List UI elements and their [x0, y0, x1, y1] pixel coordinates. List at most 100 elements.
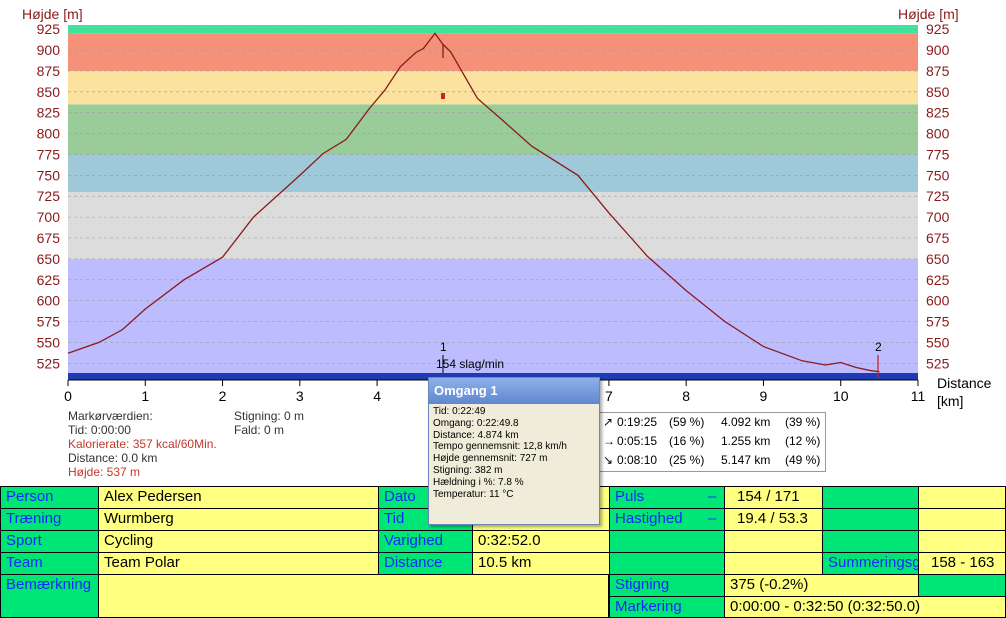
- y-axis-label-left: Højde [m]: [22, 6, 83, 22]
- distance-value[interactable]: 10.5 km: [472, 552, 610, 575]
- y-tick-label: 550: [37, 334, 61, 350]
- empty-cell: [918, 486, 1006, 509]
- y-tick-label: 700: [37, 209, 61, 225]
- summering-label: Summeringsg: [822, 552, 919, 575]
- popup-line: Temperatur: 11 °C: [433, 488, 514, 500]
- popup-line: Hældning i %: 7.8 %: [433, 476, 524, 488]
- x-axis-unit: [km]: [937, 393, 963, 409]
- summering-value[interactable]: 158 - 163: [918, 552, 1006, 575]
- marker-info-climb: Stigning: 0 m Fald: 0 m: [234, 409, 304, 437]
- x-tick-label: 0: [64, 388, 72, 404]
- marker-kalorierate: Kalorierate: 357 kcal/60Min.: [68, 437, 217, 451]
- empty-cell: [918, 508, 1006, 531]
- lap-1-popup: Omgang 1 Tid: 0:22:49 Omgang: 0:22:49.8 …: [428, 377, 600, 525]
- y-axis-left-ticks: 525 550 575 600 625 650 675 700 725 750 775 800 825 8…: [37, 21, 61, 371]
- y-tick-label: 650: [37, 251, 61, 267]
- y-tick-label: 675: [926, 230, 950, 246]
- popup-line: Stigning: 382 m: [433, 464, 503, 476]
- varighed-label: Varighed: [378, 530, 473, 553]
- lap-1-heart-rate: 154 slag/min: [436, 357, 504, 371]
- sport-value[interactable]: Cycling: [98, 530, 379, 553]
- person-value[interactable]: Alex Pedersen: [98, 486, 379, 509]
- stats-row-down: ↘ 0:08:10 (25 %) 5.147 km (49 %): [597, 451, 825, 470]
- x-tick-label: 10: [833, 388, 849, 404]
- zone-band: [68, 70, 918, 105]
- marker-info: Markørværdien: Tid: 0:00:00 Kalorierate:…: [68, 409, 217, 479]
- zone-band: [68, 258, 918, 380]
- y-tick-label: 775: [37, 146, 61, 162]
- y-tick-label: 800: [37, 126, 61, 142]
- heart-rate-zones: [68, 25, 918, 380]
- x-tick-label: 11: [911, 388, 926, 404]
- y-tick-label: 725: [926, 188, 950, 204]
- altitude-chart[interactable]: 1 154 slag/min 2 52555057560062565067570…: [0, 0, 1006, 410]
- varighed-value[interactable]: 0:32:52.0: [472, 530, 610, 553]
- dash-icon: –: [708, 510, 717, 527]
- empty-cell: [918, 530, 1006, 553]
- session-summary-table: Person Alex Pedersen Træning Wurmberg Sp…: [0, 486, 1006, 618]
- bemaerkning-label: Bemærkning: [0, 574, 99, 618]
- y-tick-label: 925: [926, 21, 950, 37]
- lap-2-label[interactable]: 2: [875, 340, 882, 354]
- arrow-down-icon: ↘: [603, 453, 614, 467]
- popup-line: Højde gennemsnit: 727 m: [433, 453, 548, 465]
- lap-1-label[interactable]: 1: [440, 340, 447, 354]
- hastighed-label: Hastighed –: [609, 508, 725, 531]
- y-tick-label: 925: [37, 21, 61, 37]
- x-tick-label: 7: [605, 388, 613, 404]
- x-tick-label: 4: [373, 388, 381, 404]
- climb-stats-box: ↗ 0:19:25 (59 %) 4.092 km (39 %) → 0:05:…: [596, 412, 826, 472]
- sport-label: Sport: [0, 530, 99, 553]
- arrow-right-icon: →: [603, 434, 615, 448]
- traening-value[interactable]: Wurmberg: [98, 508, 379, 531]
- stigning-value[interactable]: 375 (-0.2%): [724, 574, 919, 597]
- y-tick-label: 875: [37, 63, 61, 79]
- empty-cell: [822, 486, 919, 509]
- empty-cell: [822, 530, 919, 553]
- y-tick-label: 550: [926, 334, 950, 350]
- arrow-up-icon: ↗: [603, 415, 614, 429]
- y-tick-label: 675: [37, 230, 61, 246]
- marker-hojde: Højde: 537 m: [68, 465, 141, 479]
- y-axis-right-ticks: 525 550 575 600 625 650 675 700 725 750 775 800 825 8…: [926, 21, 950, 371]
- markering-value[interactable]: 0:00:00 - 0:32:50 (0:32:50.0): [724, 596, 1006, 618]
- x-tick-label: 9: [760, 388, 768, 404]
- y-tick-label: 850: [926, 84, 950, 100]
- y-tick-label: 600: [926, 293, 950, 309]
- marker-stigning: Stigning: 0 m: [234, 409, 305, 423]
- zone-band: [68, 154, 918, 193]
- y-tick-label: 825: [37, 105, 61, 121]
- y-tick-label: 800: [926, 126, 950, 142]
- markering-label: Markering: [609, 596, 725, 618]
- horizontal-gridlines: [68, 28, 918, 364]
- marker-title: Markørværdien:: [68, 409, 153, 423]
- zone-band: [68, 33, 918, 71]
- y-tick-label: 575: [926, 314, 950, 330]
- zone-band: [68, 192, 918, 259]
- team-label: Team: [0, 552, 99, 575]
- y-axis-label-right: Højde [m]: [898, 6, 959, 22]
- x-tick-label: 3: [296, 388, 304, 404]
- y-tick-label: 775: [926, 146, 950, 162]
- y-tick-label: 625: [926, 272, 950, 288]
- empty-cell: [724, 552, 823, 575]
- team-value[interactable]: Team Polar: [98, 552, 379, 575]
- hastighed-value[interactable]: 19.4 / 53.3: [724, 508, 823, 531]
- empty-cell: [822, 508, 919, 531]
- y-tick-label: 850: [37, 84, 61, 100]
- y-tick-label: 725: [37, 188, 61, 204]
- x-axis-label: Distance: [937, 375, 992, 391]
- zone-band: [68, 25, 918, 34]
- y-tick-label: 750: [37, 167, 61, 183]
- popup-line: Tid: 0:22:49: [433, 406, 486, 417]
- y-tick-label: 625: [37, 272, 61, 288]
- puls-value[interactable]: 154 / 171: [724, 486, 823, 509]
- y-tick-label: 825: [926, 105, 950, 121]
- bemaerkning-value[interactable]: [98, 574, 609, 618]
- stigning-label: Stigning: [609, 574, 725, 597]
- empty-cell: [918, 574, 1006, 597]
- y-tick-label: 525: [926, 355, 950, 371]
- y-tick-label: 650: [926, 251, 950, 267]
- stats-row-flat: → 0:05:15 (16 %) 1.255 km (12 %): [597, 432, 825, 451]
- popup-line: Omgang: 0:22:49.8: [433, 417, 519, 429]
